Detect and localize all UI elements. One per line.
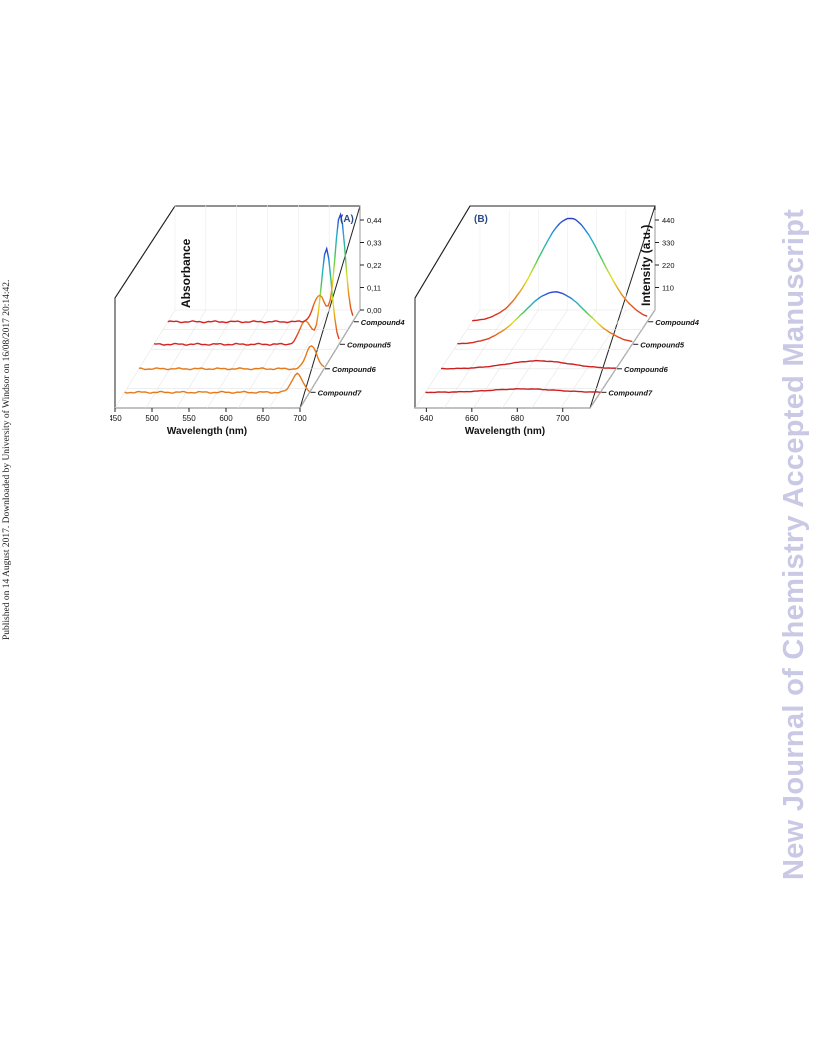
y-tick-label: 0,22 (367, 261, 382, 270)
series-label: Compound6 (332, 365, 377, 374)
journal-watermark: New Journal of Chemistry Accepted Manusc… (778, 208, 810, 880)
x-tick-label: 700 (293, 414, 307, 423)
panel-a-curves (124, 212, 354, 394)
panel-b-label: (B) (474, 214, 488, 225)
panel-a-label: (A) (340, 214, 354, 225)
series-label: Compound7 (608, 388, 653, 397)
x-tick-label: 550 (182, 414, 196, 423)
publication-note: Published on 14 August 2017. Downloaded … (2, 279, 12, 640)
x-tick-label: 450 (110, 414, 122, 423)
panel-b-curves (425, 217, 648, 394)
y-tick-label: 0,33 (367, 239, 382, 248)
grid-line (473, 309, 539, 409)
panel-a-xlabel: Wavelength (nm) (167, 426, 247, 437)
panel-a-grid (114, 205, 361, 409)
x-tick-label: 700 (556, 414, 570, 423)
series-label: Compound4 (361, 318, 406, 327)
panel-b-series-labels: Compound7 Compound6 Compound5 Compound4 (601, 318, 700, 397)
x-tick-label: 500 (145, 414, 159, 423)
y-tick-label: 0,00 (367, 306, 382, 315)
panel-a-series-labels: Compound7 Compound6 Compound5 Compound4 (310, 318, 406, 397)
panel-a-ylabel: Absorbance (179, 238, 193, 308)
figure: 450 500 550 600 650 700 0,00 0,11 0,22 0,33 0,44 … (108, 200, 710, 445)
y-tick-label: 110 (662, 284, 674, 293)
grid-line (414, 309, 481, 409)
series-line-compound7 (425, 387, 601, 394)
grid-line (145, 309, 207, 409)
grid-line (299, 309, 361, 409)
grid-line (502, 309, 568, 409)
grid-line (238, 309, 299, 409)
series-label: Compound7 (318, 388, 363, 397)
grid-line (114, 309, 176, 409)
grid-line (176, 309, 237, 409)
series-line-compound5 (457, 291, 633, 345)
panel-a-frame (114, 205, 361, 409)
series-line-compound4 (472, 217, 648, 322)
y-tick-label: 0,11 (367, 284, 381, 293)
figure-svg: 450 500 550 600 650 700 0,000,110,220,330,44 … (108, 205, 700, 437)
panel-b-y-ticks: 110 220 330 440 (655, 216, 675, 293)
y-tick-label: 220 (662, 261, 675, 270)
series-line-compound4 (167, 212, 354, 324)
grid-line (443, 309, 510, 409)
panel-a-y-ticks: 0,00 0,11 0,22 0,33 0,44 (360, 216, 382, 315)
x-tick-label: 640 (420, 414, 434, 423)
panel-b-ylabel: Intensity (a.u.) (639, 225, 653, 306)
y-tick-label: 330 (662, 239, 675, 248)
series-line-compound6 (138, 345, 325, 371)
series-line-compound6 (440, 359, 617, 370)
panel-a: 450 500 550 600 650 700 0,000,110,220,330,44 … (108, 205, 406, 437)
grid-line (531, 309, 597, 409)
x-tick-label: 650 (256, 414, 270, 423)
panel-b-xlabel: Wavelength (nm) (465, 426, 545, 437)
series-label: Compound6 (624, 365, 669, 374)
panel-a-x-ticks: 450 500 550 600 650 700 (108, 408, 307, 423)
panel-b-grid (414, 210, 656, 409)
series-line-compound5 (153, 246, 340, 346)
x-tick-label: 680 (511, 414, 525, 423)
grid-line (268, 309, 330, 409)
series-label: Compound5 (347, 340, 392, 349)
series-line-compound7 (124, 372, 311, 394)
grid-line (207, 309, 268, 409)
x-tick-label: 600 (219, 414, 233, 423)
panel-b-x-ticks: 640 660 680 700 (420, 408, 570, 423)
grid-line (589, 309, 656, 409)
series-label: Compound4 (655, 318, 700, 327)
y-tick-label: 440 (662, 216, 675, 225)
series-label: Compound5 (640, 340, 685, 349)
x-tick-label: 660 (465, 414, 479, 423)
panel-b-frame (414, 205, 656, 409)
y-tick-label: 0,44 (367, 216, 382, 225)
